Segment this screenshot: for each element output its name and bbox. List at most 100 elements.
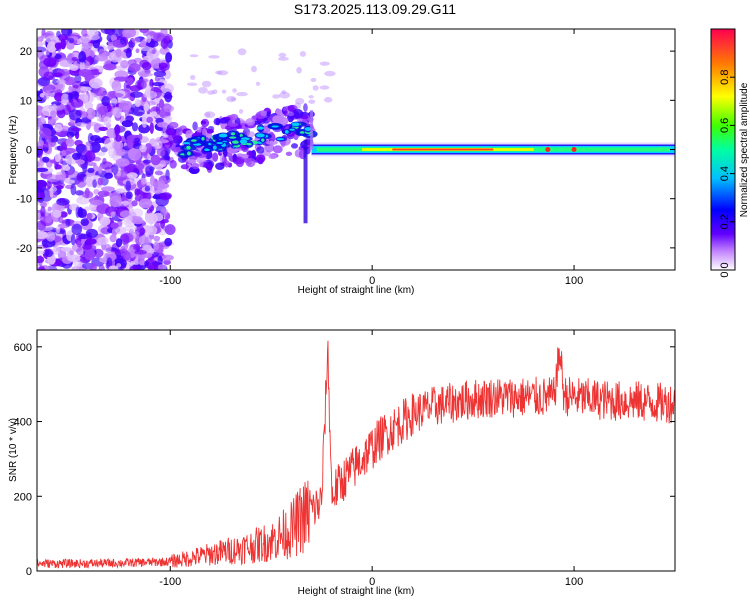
heatmap-cell — [42, 147, 49, 152]
heatmap-cell — [71, 57, 78, 62]
snr-frame — [36, 329, 676, 572]
heatmap-cell — [97, 177, 104, 186]
heatmap-cell — [68, 85, 73, 92]
heatmap-cell — [53, 72, 63, 78]
heatmap-cell — [74, 139, 83, 147]
heatmap-cell — [80, 218, 90, 227]
heatmap-cell — [201, 136, 205, 141]
heatmap-cell — [37, 250, 46, 255]
heatmap-cell — [124, 115, 135, 122]
heatmap-cell — [93, 86, 107, 97]
heatmap-cell — [54, 53, 62, 60]
heatmap-cell — [87, 167, 95, 174]
heatmap-cell — [115, 48, 122, 58]
heatmap-cell — [89, 141, 101, 153]
heatmap-cell — [256, 133, 265, 138]
heatmap-cell — [296, 66, 302, 74]
heatmap-cell — [204, 148, 210, 152]
heatmap-cell — [123, 251, 131, 261]
heatmap-cell — [84, 102, 94, 110]
heatmap-cell — [153, 260, 159, 270]
heatmap-cell — [138, 78, 149, 83]
heatmap-cell — [54, 42, 62, 50]
heatmap-cell — [106, 127, 116, 139]
heatmap-cell — [144, 185, 151, 192]
heatmap-cell — [98, 126, 108, 132]
heatmap-cell — [50, 110, 57, 118]
heatmap-cell — [229, 113, 239, 121]
heatmap-cell — [144, 212, 158, 224]
heatmap-cell — [131, 200, 138, 207]
heatmap-ylabel: Frequency (Hz) — [8, 116, 19, 185]
heatmap-cell — [45, 212, 53, 224]
heatmap-cell — [281, 90, 287, 95]
heatmap-cell — [128, 63, 141, 73]
heatmap-cell — [81, 190, 94, 199]
heatmap-cell — [139, 144, 147, 153]
heatmap-cell — [310, 77, 317, 83]
heatmap-cell — [218, 118, 229, 124]
heatmap-cell — [159, 99, 165, 109]
heatmap-cell — [107, 43, 115, 51]
heatmap-x-tick-label: -100 — [159, 275, 181, 287]
heatmap-cell — [232, 88, 237, 93]
heatmap-cell — [193, 152, 202, 157]
heatmap-cell — [153, 32, 165, 41]
heatmap-cell — [53, 182, 65, 188]
snr-marks — [37, 340, 675, 569]
heatmap-cell — [99, 216, 111, 226]
heatmap-cell — [176, 127, 183, 136]
heatmap-cell — [154, 180, 166, 191]
heatmap-cell — [96, 236, 109, 245]
heatmap-cell — [43, 71, 55, 81]
heatmap-cell — [77, 208, 87, 219]
heatmap-cell — [238, 109, 244, 114]
heatmap-cell — [126, 77, 134, 86]
heatmap-cell — [160, 208, 168, 217]
heatmap-y-tick-label: -10 — [16, 194, 32, 206]
heatmap-cell — [70, 183, 77, 196]
heatmap-cell — [186, 82, 198, 86]
heatmap-cell — [60, 141, 68, 152]
heatmap-cell — [120, 60, 129, 69]
heatmap-cell — [70, 233, 76, 246]
heatmap-cell — [206, 163, 213, 173]
heatmap-cell — [125, 180, 132, 192]
heatmap-cell — [221, 89, 227, 94]
heatmap-cell — [133, 137, 141, 143]
heatmap-cell — [55, 226, 61, 234]
heatmap-cell — [159, 193, 172, 201]
heatmap-cell — [133, 244, 141, 251]
heatmap-cell — [256, 126, 265, 130]
heatmap-cell — [190, 74, 196, 80]
heatmap-cell — [231, 140, 240, 144]
heatmap-cell — [66, 42, 75, 50]
heatmap-cell — [37, 105, 44, 117]
heatmap-cell — [92, 38, 100, 49]
heatmap-cell — [111, 80, 122, 92]
carrier-peak — [392, 148, 494, 151]
heatmap-cell — [275, 108, 283, 116]
heatmap-cell — [110, 34, 117, 42]
heatmap-cell — [40, 201, 47, 208]
heatmap-cell — [150, 154, 161, 166]
heatmap-cell — [277, 56, 289, 61]
heatmap-cell — [154, 170, 163, 176]
heatmap-cell — [81, 243, 93, 250]
heatmap-cell — [255, 154, 266, 163]
heatmap-cell — [86, 212, 93, 220]
heatmap-cell — [163, 104, 175, 113]
heatmap-cell — [289, 128, 295, 131]
heatmap-cell — [54, 164, 62, 170]
heatmap-cell — [92, 179, 97, 188]
heatmap-cell — [165, 169, 170, 181]
heatmap-cell — [291, 122, 300, 127]
heatmap-cell — [46, 41, 57, 53]
heatmap-cell — [79, 111, 89, 119]
heatmap-cell — [119, 36, 127, 46]
heatmap-cell — [180, 164, 189, 170]
heatmap-xlabel: Height of straight line (km) — [298, 285, 415, 296]
heatmap-cell — [131, 111, 145, 116]
heatmap-cell — [168, 135, 173, 141]
heatmap-cell — [80, 86, 92, 92]
